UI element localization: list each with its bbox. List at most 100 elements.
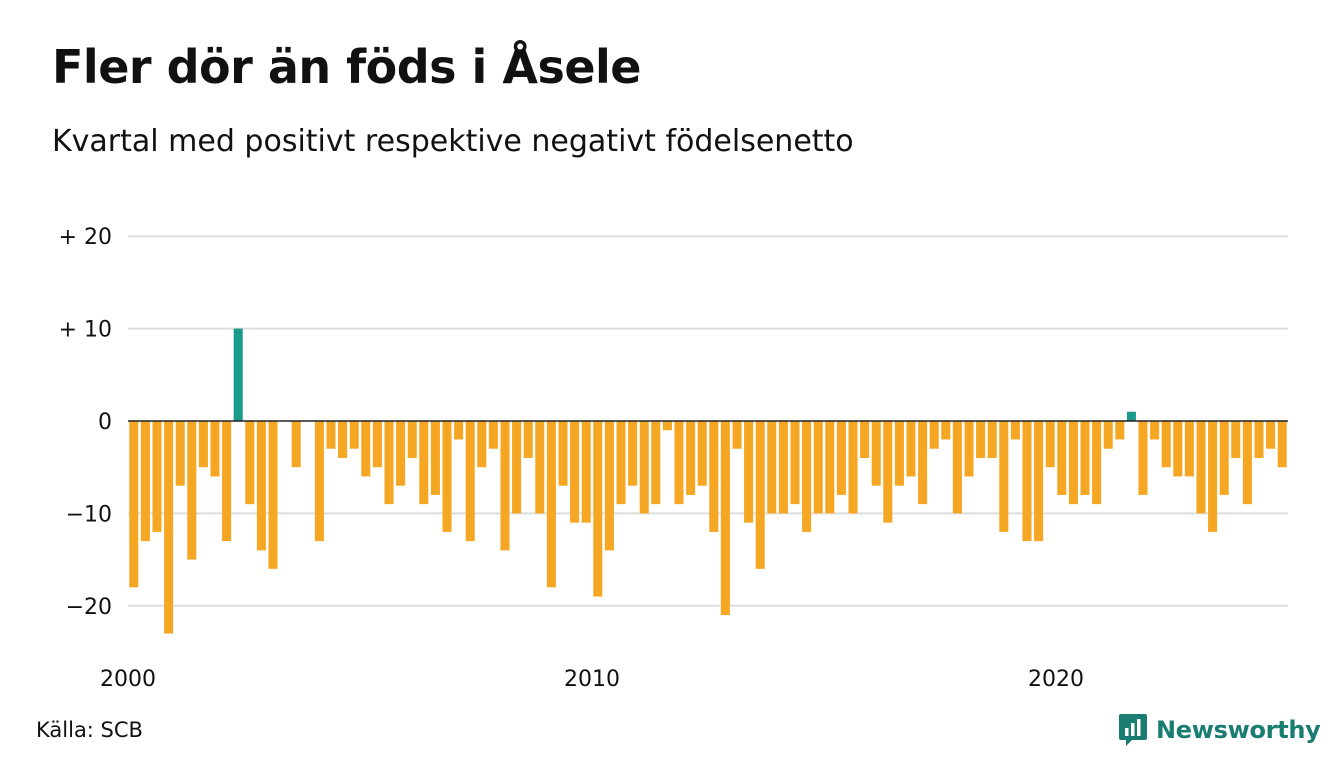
bar-2007Q3	[477, 421, 487, 468]
bar-2022Q4	[1184, 421, 1194, 477]
bar-2018Q1	[964, 421, 974, 477]
bar-2021Q2	[1115, 421, 1125, 440]
bar-2008Q3	[523, 421, 533, 458]
bar-2019Q4	[1045, 421, 1055, 468]
bar-2020Q3	[1080, 421, 1090, 495]
x-tick-label: 2020	[1028, 667, 1084, 692]
bar-2009Q1	[546, 421, 556, 588]
bar-2019Q2	[1022, 421, 1032, 542]
bar-2010Q2	[604, 421, 614, 551]
bars	[129, 328, 1287, 634]
bar-2022Q2	[1161, 421, 1171, 468]
bar-2007Q2	[465, 421, 475, 542]
bar-2010Q3	[616, 421, 626, 505]
y-tick-label: −10	[66, 502, 112, 527]
y-tick-label: + 10	[59, 318, 112, 343]
bar-2012Q1	[686, 421, 696, 495]
y-tick-label: −20	[66, 595, 112, 620]
bar-2007Q1	[454, 421, 464, 440]
bar-2006Q3	[430, 421, 440, 495]
bar-2004Q3	[338, 421, 348, 458]
grid-lines	[128, 235, 1288, 607]
bar-2000Q3	[152, 421, 162, 532]
bar-2005Q1	[361, 421, 371, 477]
bar-2009Q3	[570, 421, 580, 523]
bar-2023Q4	[1231, 421, 1241, 458]
bar-2017Q3	[941, 421, 951, 440]
bar-2012Q4	[720, 421, 730, 616]
bar-2021Q3	[1126, 411, 1136, 421]
bar-2006Q1	[407, 421, 417, 458]
y-axis-labels: + 20 + 10 0 −10 −20	[59, 225, 112, 620]
bar-2011Q3	[662, 421, 672, 431]
bar-2018Q2	[976, 421, 986, 458]
bar-2003Q3	[291, 421, 301, 468]
bar-2005Q4	[396, 421, 406, 486]
bar-2011Q2	[651, 421, 661, 505]
x-tick-label: 2000	[100, 667, 156, 692]
bar-2016Q2	[883, 421, 893, 523]
bar-2013Q4	[767, 421, 777, 514]
bar-2018Q3	[987, 421, 997, 458]
bar-2015Q3	[848, 421, 858, 514]
bar-2023Q3	[1219, 421, 1229, 495]
bar-2007Q4	[488, 421, 498, 449]
bar-2022Q1	[1150, 421, 1160, 440]
bar-2012Q2	[697, 421, 707, 486]
bar-2005Q3	[384, 421, 394, 505]
bar-2002Q2	[233, 328, 243, 421]
bar-2022Q3	[1173, 421, 1183, 477]
bar-2001Q3	[198, 421, 208, 468]
bar-2003Q1	[268, 421, 278, 569]
bar-2014Q4	[813, 421, 823, 514]
newsworthy-logo-icon	[1119, 714, 1147, 746]
bar-2017Q4	[952, 421, 962, 514]
bar-2015Q1	[825, 421, 835, 514]
bar-2015Q2	[836, 421, 846, 495]
x-tick-label: 2010	[564, 667, 620, 692]
bar-2017Q2	[929, 421, 939, 449]
bar-2024Q3	[1266, 421, 1276, 449]
bar-2016Q4	[906, 421, 916, 477]
bar-2013Q1	[732, 421, 742, 449]
y-tick-label: + 20	[59, 225, 112, 250]
bar-2021Q1	[1103, 421, 1113, 449]
bar-2020Q4	[1092, 421, 1102, 505]
bar-2023Q1	[1196, 421, 1206, 514]
bar-2000Q1	[129, 421, 139, 588]
brand-name: Newsworthy	[1156, 716, 1321, 744]
x-axis-labels: 2000 2010 2020	[100, 667, 1084, 692]
bar-2010Q4	[628, 421, 638, 486]
bar-2000Q4	[164, 421, 174, 634]
bar-2014Q3	[802, 421, 812, 532]
bar-2024Q4	[1277, 421, 1287, 468]
bar-2009Q2	[558, 421, 568, 486]
bar-2019Q1	[1010, 421, 1020, 440]
bar-2011Q1	[639, 421, 649, 514]
bar-2006Q2	[419, 421, 429, 505]
bar-2001Q4	[210, 421, 220, 477]
bar-2014Q1	[778, 421, 788, 514]
bar-2014Q2	[790, 421, 800, 505]
bar-2002Q4	[256, 421, 266, 551]
bar-2018Q4	[999, 421, 1009, 532]
bar-2008Q4	[535, 421, 545, 514]
bar-2004Q4	[349, 421, 359, 449]
bar-2004Q1	[314, 421, 324, 542]
bar-2015Q4	[860, 421, 870, 458]
bar-2008Q1	[500, 421, 510, 551]
bar-2024Q1	[1242, 421, 1252, 505]
source-note: Källa: SCB	[36, 718, 143, 742]
bar-2006Q4	[442, 421, 452, 532]
bar-2011Q4	[674, 421, 684, 505]
bar-2020Q1	[1057, 421, 1067, 495]
bar-2013Q2	[744, 421, 754, 523]
bar-2000Q2	[140, 421, 150, 542]
page-subtitle: Kvartal med positivt respektive negativt…	[52, 124, 854, 159]
bar-2023Q2	[1208, 421, 1218, 532]
bar-2009Q4	[581, 421, 591, 523]
bar-2012Q3	[709, 421, 719, 532]
bar-2005Q2	[372, 421, 382, 468]
bar-2013Q3	[755, 421, 765, 569]
